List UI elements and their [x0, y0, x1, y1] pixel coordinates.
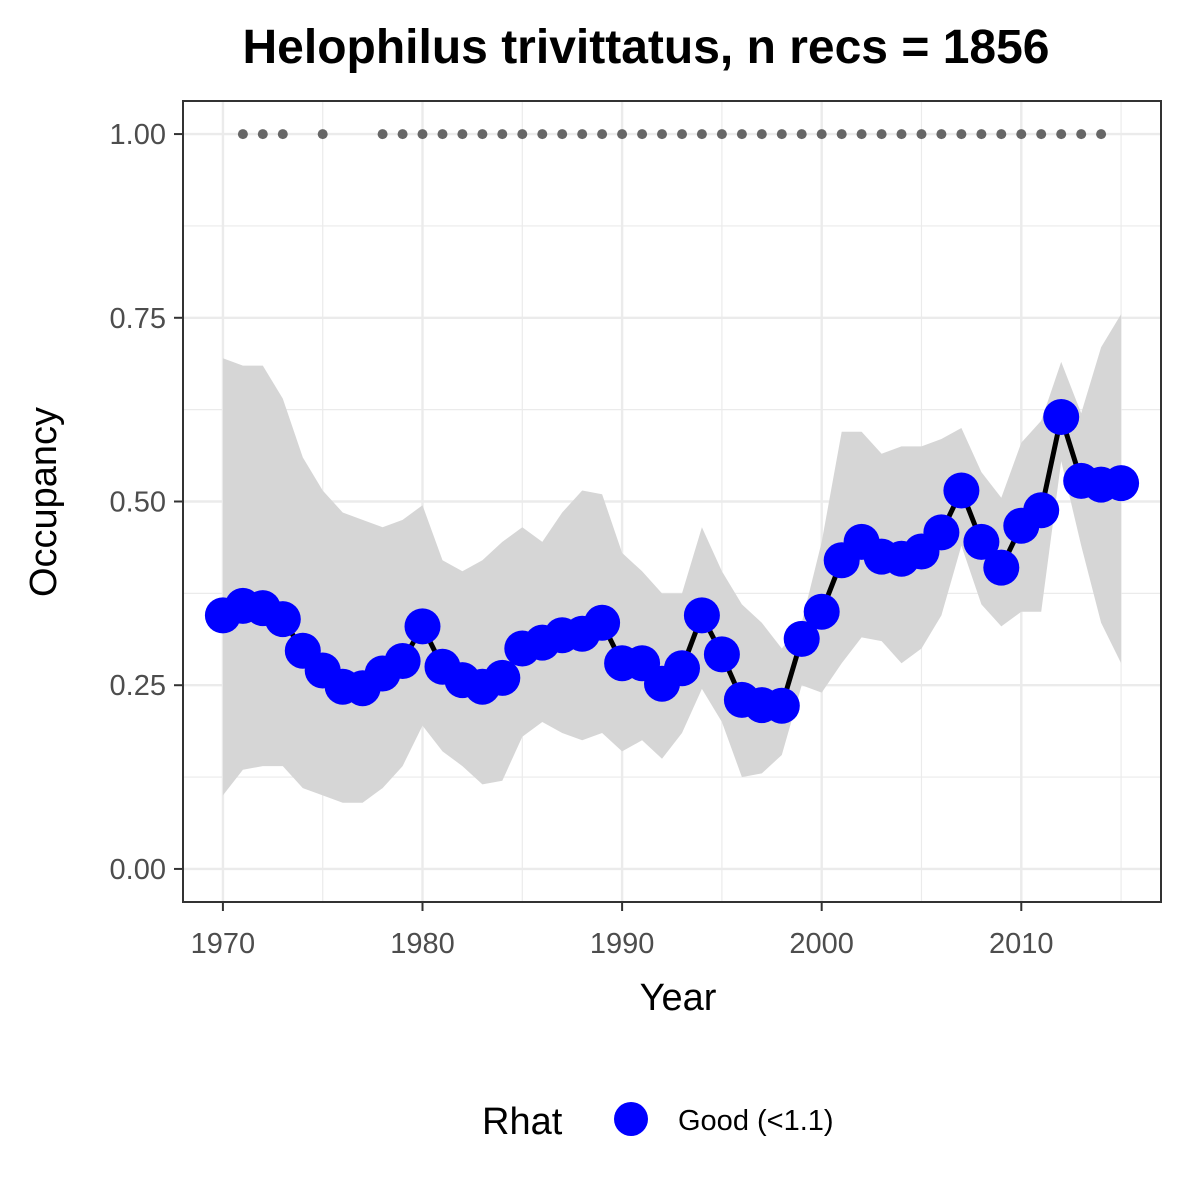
record-dot [577, 129, 588, 140]
record-dot [996, 129, 1007, 140]
record-dot [457, 129, 468, 140]
record-dot [417, 129, 428, 140]
x-tick-label: 2000 [789, 928, 854, 960]
record-dot [916, 129, 927, 140]
record-dot [796, 129, 807, 140]
occupancy-point [783, 620, 820, 657]
occupancy-point [763, 687, 800, 724]
occupancy-point [384, 643, 421, 679]
record-dot [597, 129, 608, 140]
occupancy-point [983, 549, 1020, 586]
y-tick-label: 0.50 [110, 487, 166, 519]
record-dot [1076, 129, 1087, 140]
record-dot [716, 129, 727, 140]
occupancy-point [703, 636, 740, 673]
record-dot [816, 129, 827, 140]
legend: Rhat Good (<1.1) [482, 1101, 834, 1143]
record-dot [896, 129, 907, 140]
record-dot [557, 129, 568, 140]
occupancy-point [1103, 465, 1140, 502]
occupancy-point [1043, 399, 1080, 435]
record-dots-layer [237, 129, 1107, 140]
record-dot [696, 129, 707, 140]
record-dot [517, 129, 528, 140]
occupancy-point [683, 597, 720, 634]
occupancy-point [404, 608, 441, 645]
occupancy-point [484, 659, 521, 696]
record-dot [836, 129, 847, 140]
record-dot [936, 129, 947, 140]
record-dot [1056, 129, 1067, 140]
record-dot [437, 129, 448, 140]
record-dot [617, 129, 628, 140]
occupancy-point [1023, 492, 1060, 529]
y-tick-label: 0.25 [110, 670, 166, 702]
occupancy-point [943, 472, 980, 509]
occupancy-points-layer [204, 399, 1140, 724]
record-dot [736, 129, 747, 140]
record-dot [657, 129, 667, 140]
record-dot [317, 129, 328, 140]
y-axis: 0.00 0.25 0.50 0.75 1.00 [110, 119, 183, 886]
y-tick-label: 1.00 [110, 119, 166, 151]
x-tick-label: 2010 [989, 928, 1054, 960]
legend-title: Rhat [482, 1101, 563, 1143]
record-dot [776, 129, 787, 140]
occupancy-point [963, 523, 1000, 560]
record-dot [976, 129, 987, 140]
record-dot [497, 129, 508, 140]
record-dot [377, 129, 388, 140]
y-tick-label: 0.00 [110, 854, 166, 886]
record-dot [537, 129, 548, 140]
occupancy-point [664, 650, 700, 687]
record-dot [257, 129, 268, 140]
x-axis: 1970 1980 1990 2000 2010 [191, 902, 1054, 960]
chart-title: Helophilus trivittatus, n recs = 1856 [243, 21, 1050, 74]
record-dot [277, 129, 288, 140]
x-tick-label: 1980 [390, 928, 455, 960]
occupancy-point [923, 514, 960, 551]
record-dot [1016, 129, 1027, 140]
record-dot [477, 129, 488, 140]
x-tick-label: 1970 [191, 928, 256, 960]
y-axis-title: Occupancy [23, 407, 65, 597]
record-dot [1096, 129, 1107, 140]
record-dot [856, 129, 867, 140]
occupancy-point [264, 601, 301, 638]
occupancy-point [803, 593, 840, 630]
record-dot [397, 129, 408, 140]
occupancy-point [584, 604, 621, 641]
record-dot [956, 129, 967, 140]
record-dot [637, 129, 648, 140]
record-dot [1036, 129, 1047, 140]
record-dot [677, 129, 687, 140]
x-axis-title: Year [640, 977, 717, 1019]
record-dot [756, 129, 767, 140]
record-dot [876, 129, 887, 140]
y-tick-label: 0.75 [110, 303, 166, 335]
x-tick-label: 1990 [590, 928, 655, 960]
record-dot [237, 129, 248, 140]
legend-key-good [614, 1102, 648, 1136]
legend-label-good: Good (<1.1) [678, 1105, 834, 1137]
